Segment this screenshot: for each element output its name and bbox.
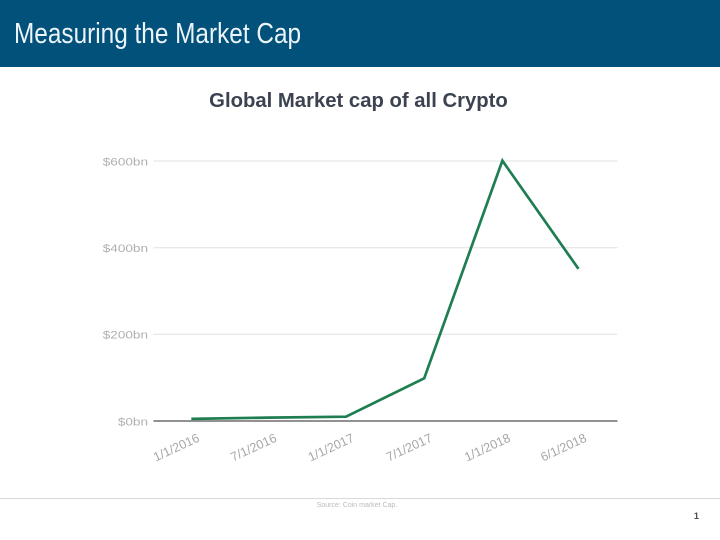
svg-text:$400bn: $400bn xyxy=(103,242,148,255)
svg-text:7/1/2017: 7/1/2017 xyxy=(384,431,434,464)
svg-text:$0bn: $0bn xyxy=(118,415,148,428)
svg-text:1/1/2018: 1/1/2018 xyxy=(462,431,512,464)
svg-text:1/1/2016: 1/1/2016 xyxy=(151,431,201,464)
svg-text:6/1/2018: 6/1/2018 xyxy=(538,431,588,464)
svg-text:$600bn: $600bn xyxy=(103,155,148,168)
svg-text:7/1/2016: 7/1/2016 xyxy=(229,431,279,464)
svg-text:$200bn: $200bn xyxy=(103,329,148,342)
svg-text:1/1/2017: 1/1/2017 xyxy=(306,431,356,464)
